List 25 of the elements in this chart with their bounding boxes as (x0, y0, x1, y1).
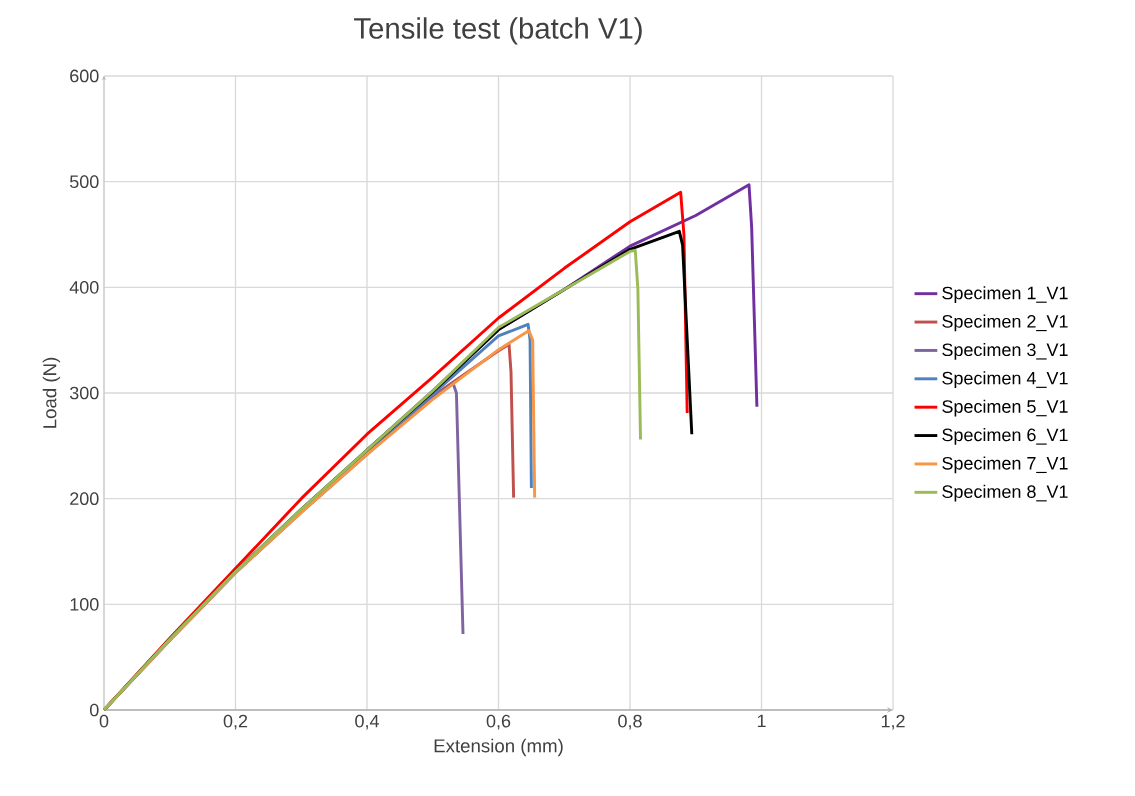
x-tick-label: 1,2 (881, 714, 905, 730)
y-tick-label: 500 (69, 175, 99, 189)
x-tick-label: 0 (99, 714, 109, 728)
x-tick-label: 0,6 (486, 714, 511, 730)
legend-label: Specimen 3_V1 (942, 342, 1068, 360)
x-axis-title: Extension (mm) (434, 738, 563, 757)
x-tick-label: 0,4 (355, 714, 379, 730)
legend-label: Specimen 1_V1 (942, 286, 1068, 303)
chart-title: Tensile test (batch V1) (354, 17, 642, 45)
legend-label: Specimen 5_V1 (942, 399, 1068, 417)
legend-label: Specimen 4_V1 (942, 371, 1068, 389)
legend-label: Specimen 7_V1 (942, 456, 1068, 474)
y-tick-label: 200 (70, 492, 99, 506)
y-tick-label: 300 (69, 386, 99, 400)
y-tick-label: 0 (89, 703, 99, 717)
x-tick-label: 1 (757, 714, 766, 728)
legend-label: Specimen 8_V1 (942, 484, 1068, 502)
x-tick-label: 0,8 (618, 714, 642, 730)
y-tick-label: 100 (70, 597, 99, 611)
y-tick-label: 600 (70, 69, 99, 83)
x-tick-label: 0,2 (223, 714, 248, 730)
y-axis-title: Load (N) (42, 357, 61, 428)
y-tick-label: 400 (69, 280, 99, 294)
legend-label: Specimen 2_V1 (942, 314, 1068, 332)
legend-label: Specimen 6_V1 (942, 428, 1068, 445)
